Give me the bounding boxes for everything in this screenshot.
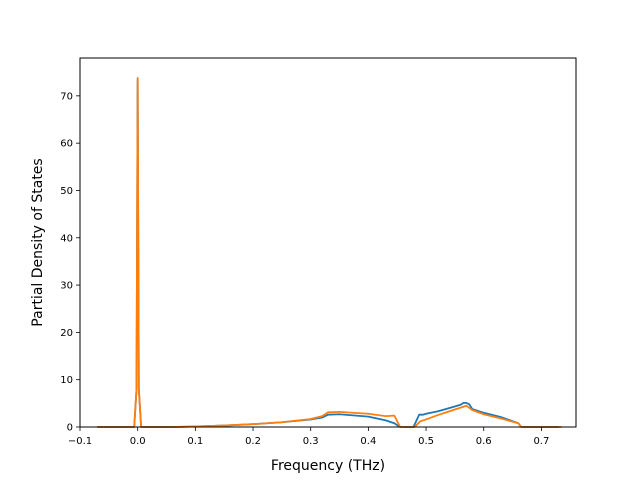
- y-tick-label: 70: [60, 91, 73, 102]
- y-tick-label: 40: [60, 233, 73, 244]
- y-tick-label: 50: [60, 186, 73, 197]
- y-tick-label: 60: [60, 139, 73, 150]
- x-tick-label: 0.4: [360, 436, 376, 447]
- y-tick-label: 0: [67, 423, 73, 434]
- x-tick-label: 0.0: [130, 436, 146, 447]
- x-tick-label: 0.7: [533, 436, 549, 447]
- plot-area: [79, 57, 577, 428]
- y-axis-label: Partial Density of States: [30, 158, 46, 326]
- x-tick-label: −0.1: [68, 436, 92, 447]
- x-axis-ticks: −0.1 0.0 0.1 0.2 0.3 0.4 0.5 0.6 0.7: [68, 427, 549, 447]
- axes-frame: [79, 57, 577, 428]
- y-tick-label: 20: [60, 328, 73, 339]
- y-tick-label: 10: [60, 375, 73, 386]
- y-tick-label: 30: [60, 281, 73, 292]
- x-tick-label: 0.1: [187, 436, 203, 447]
- y-axis-ticks: 0 10 20 30 40 50 60 70: [60, 91, 80, 434]
- x-tick-label: 0.6: [476, 436, 492, 447]
- x-tick-label: 0.5: [418, 436, 434, 447]
- x-tick-label: 0.3: [303, 436, 319, 447]
- x-axis-label: Frequency (THz): [271, 458, 385, 474]
- x-tick-label: 0.2: [245, 436, 261, 447]
